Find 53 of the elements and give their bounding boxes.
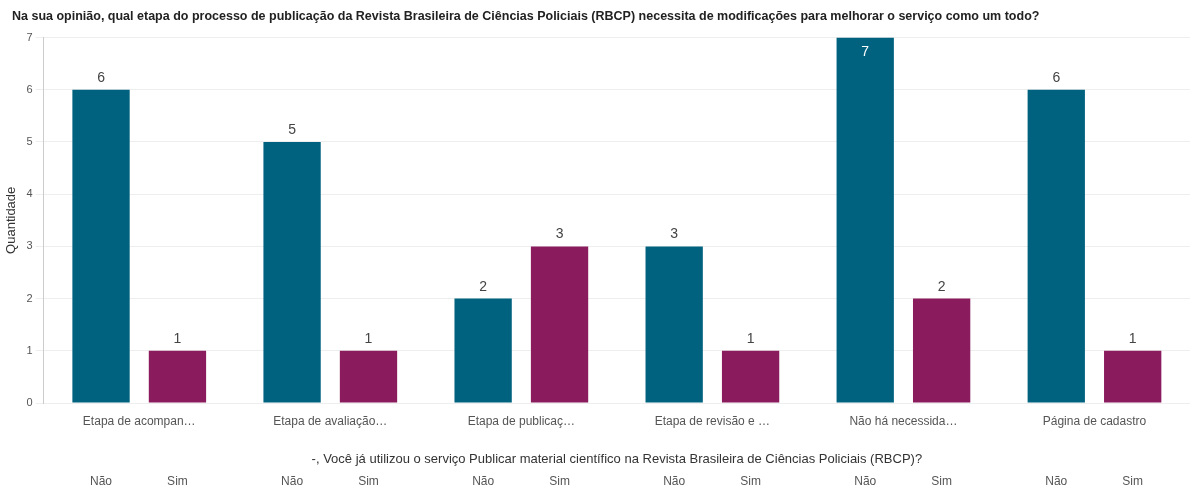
data-label: 1	[173, 329, 182, 346]
data-label: 5	[288, 121, 297, 137]
text: Sim	[358, 474, 379, 488]
y-axis-title: Quantidade	[3, 186, 19, 254]
bar	[912, 298, 971, 403]
text: Sim	[549, 474, 570, 488]
data-label: 1	[746, 329, 755, 346]
bar	[72, 89, 130, 403]
text: Não	[472, 474, 495, 488]
bar	[836, 37, 894, 403]
bar	[530, 246, 589, 403]
bar	[721, 350, 780, 403]
bar	[339, 350, 398, 403]
text: Não	[663, 474, 686, 488]
data-label: 1	[364, 329, 373, 346]
text: Sim	[931, 474, 952, 488]
y-tick-label: 4	[26, 187, 33, 200]
y-tick-label: 5	[26, 135, 33, 148]
text: Sim	[740, 474, 761, 488]
text: Não	[1045, 474, 1068, 488]
y-tick-label: 0	[26, 396, 33, 409]
y-tick-label: 6	[26, 82, 33, 95]
y-tick-label: 3	[26, 239, 33, 252]
data-label: 6	[1052, 68, 1061, 85]
x-tick-label: Não há necessida…	[849, 413, 958, 428]
text: Não	[281, 474, 304, 488]
bar	[645, 246, 703, 403]
bar	[1027, 89, 1085, 403]
text: Não	[854, 474, 877, 488]
data-label: 6	[97, 68, 106, 85]
data-label: 2	[479, 277, 488, 294]
data-label: 2	[937, 277, 946, 294]
y-tick-label: 7	[26, 30, 33, 43]
bar	[148, 350, 207, 403]
x-tick-label: Etapa de acompan…	[82, 413, 196, 428]
x-axis-title: -, Você já utilizou o serviço Publicar material científico na Revista Brasileira de Ciências Policiais (RBCP)?	[311, 450, 923, 466]
data-label: 7	[861, 42, 870, 59]
data-label: 3	[670, 225, 679, 242]
text: Sim	[167, 474, 188, 488]
bar	[263, 142, 321, 403]
bar	[1104, 350, 1162, 403]
y-tick-label: 1	[26, 343, 33, 356]
x-tick-label: Etapa de avaliação…	[273, 413, 388, 428]
chart-title: Na sua opinião, qual etapa do processo de publicação da Revista Brasileira de Ciências Policiais (RBCP) necessita de modificações para melhorar o serviço como um todo?	[12, 9, 1040, 23]
x-tick-label: Etapa de publicaç…	[467, 413, 576, 428]
x-tick-label: Página de cadastro	[1042, 413, 1147, 428]
bar	[454, 298, 512, 403]
data-label: 3	[555, 225, 564, 242]
text: Sim	[1122, 474, 1144, 488]
y-tick-label: 2	[26, 291, 33, 304]
data-label: 1	[1128, 329, 1137, 346]
x-tick-label: Etapa de revisão e …	[654, 413, 771, 428]
text: Não	[90, 474, 113, 488]
